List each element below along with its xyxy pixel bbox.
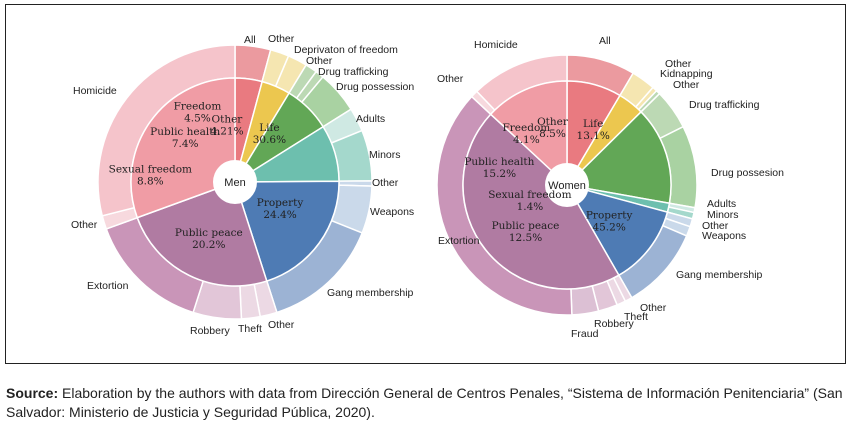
outer-slice-label: All: [599, 35, 611, 47]
outer-slice-label: Other: [306, 55, 333, 67]
source-note: Source: Elaboration by the authors with …: [6, 384, 846, 422]
outer-slice-label: Homicide: [73, 85, 117, 97]
inner-slice-name: Public health: [150, 126, 220, 138]
outer-slice-label: Drug trafficking: [318, 66, 389, 78]
outer-slice-label: Homicide: [474, 39, 518, 51]
outer-slice-label: Adults: [707, 198, 736, 210]
outer-slice-label: Other: [640, 302, 667, 314]
outer-slice-label: Gang membership: [327, 287, 414, 299]
outer-slice-label: Robbery: [594, 318, 634, 330]
inner-slice-value: 24.4%: [263, 209, 296, 221]
center-hole: [545, 163, 589, 207]
outer-slice-label: Robbery: [190, 325, 230, 337]
inner-slice-value: 12.5%: [509, 232, 542, 244]
inner-slice-value: 20.2%: [192, 239, 225, 251]
center-hole: [213, 160, 257, 204]
inner-slice-value: 1.4%: [517, 201, 544, 213]
inner-slice-name: Life: [583, 118, 603, 130]
outer-slice-label: Weapons: [702, 230, 746, 242]
outer-slice-label: Kidnapping: [660, 68, 713, 80]
center-label: Women: [548, 180, 586, 192]
inner-slice-value: 4.5%: [184, 112, 211, 124]
inner-slice-name: Other: [537, 116, 569, 128]
outer-slice-label: Extortion: [438, 235, 480, 247]
inner-slice-value: 8.8%: [137, 176, 164, 188]
outer-slice-label: Theft: [238, 323, 262, 335]
outer-slice-label: Other: [673, 79, 700, 91]
inner-slice-value: 4.1%: [513, 134, 540, 146]
outer-slice-label: Adults: [356, 113, 385, 125]
outer-slice-label: Extortion: [87, 280, 129, 292]
outer-slice-label: Drug possession: [336, 81, 414, 93]
inner-slice-name: Property: [586, 209, 633, 221]
inner-slice-value: 4.21%: [210, 126, 243, 138]
inner-slice-name: Public health: [464, 156, 534, 168]
outer-slice-label: Gang membership: [676, 269, 763, 281]
outer-slice-label: Other: [437, 73, 464, 85]
inner-slice-name: Freedom: [174, 100, 222, 112]
inner-slice-name: Public peace: [492, 220, 560, 232]
outer-slice-label: Theft: [624, 311, 648, 323]
inner-slice-value: 15.2%: [483, 168, 516, 180]
outer-slice-label: Other: [665, 58, 692, 70]
outer-slice-label: Minors: [369, 149, 401, 161]
inner-slice-name: Sexual freedom: [488, 189, 571, 201]
inner-slice-value: 30.6%: [253, 134, 286, 146]
chart-frame: [5, 4, 846, 364]
outer-slice-label: Other: [268, 319, 295, 331]
outer-slice-label: Other: [372, 177, 399, 189]
outer-slice-label: Other: [71, 219, 98, 231]
outer-slice-label: Fraud: [571, 328, 599, 340]
inner-slice-name: Public peace: [175, 227, 243, 239]
outer-slice-label: All: [244, 34, 256, 46]
outer-slice-label: Minors: [707, 209, 739, 221]
outer-slice-label: Other: [702, 220, 729, 232]
source-label: Source:: [6, 385, 59, 401]
inner-slice-value: 45.2%: [592, 221, 625, 233]
center-label: Men: [224, 177, 245, 189]
inner-slice-value: 8.5%: [539, 128, 566, 140]
outer-slice-label: Other: [268, 33, 295, 45]
inner-slice-value: 13.1%: [577, 130, 610, 142]
outer-slice-label: Deprivaton of freedom: [294, 44, 398, 56]
inner-slice-value: 7.4%: [172, 138, 199, 150]
outer-slice-label: Drug trafficking: [689, 99, 760, 111]
inner-slice-name: Other: [212, 114, 244, 126]
inner-slice-name: Property: [257, 197, 304, 209]
inner-slice-name: Sexual freedom: [109, 164, 192, 176]
inner-slice-name: Freedom: [502, 122, 550, 134]
inner-slice-name: Life: [259, 122, 279, 134]
source-text: Elaboration by the authors with data fro…: [6, 385, 843, 420]
outer-slice-label: Weapons: [370, 206, 414, 218]
outer-slice-label: Drug possesion: [711, 167, 784, 179]
